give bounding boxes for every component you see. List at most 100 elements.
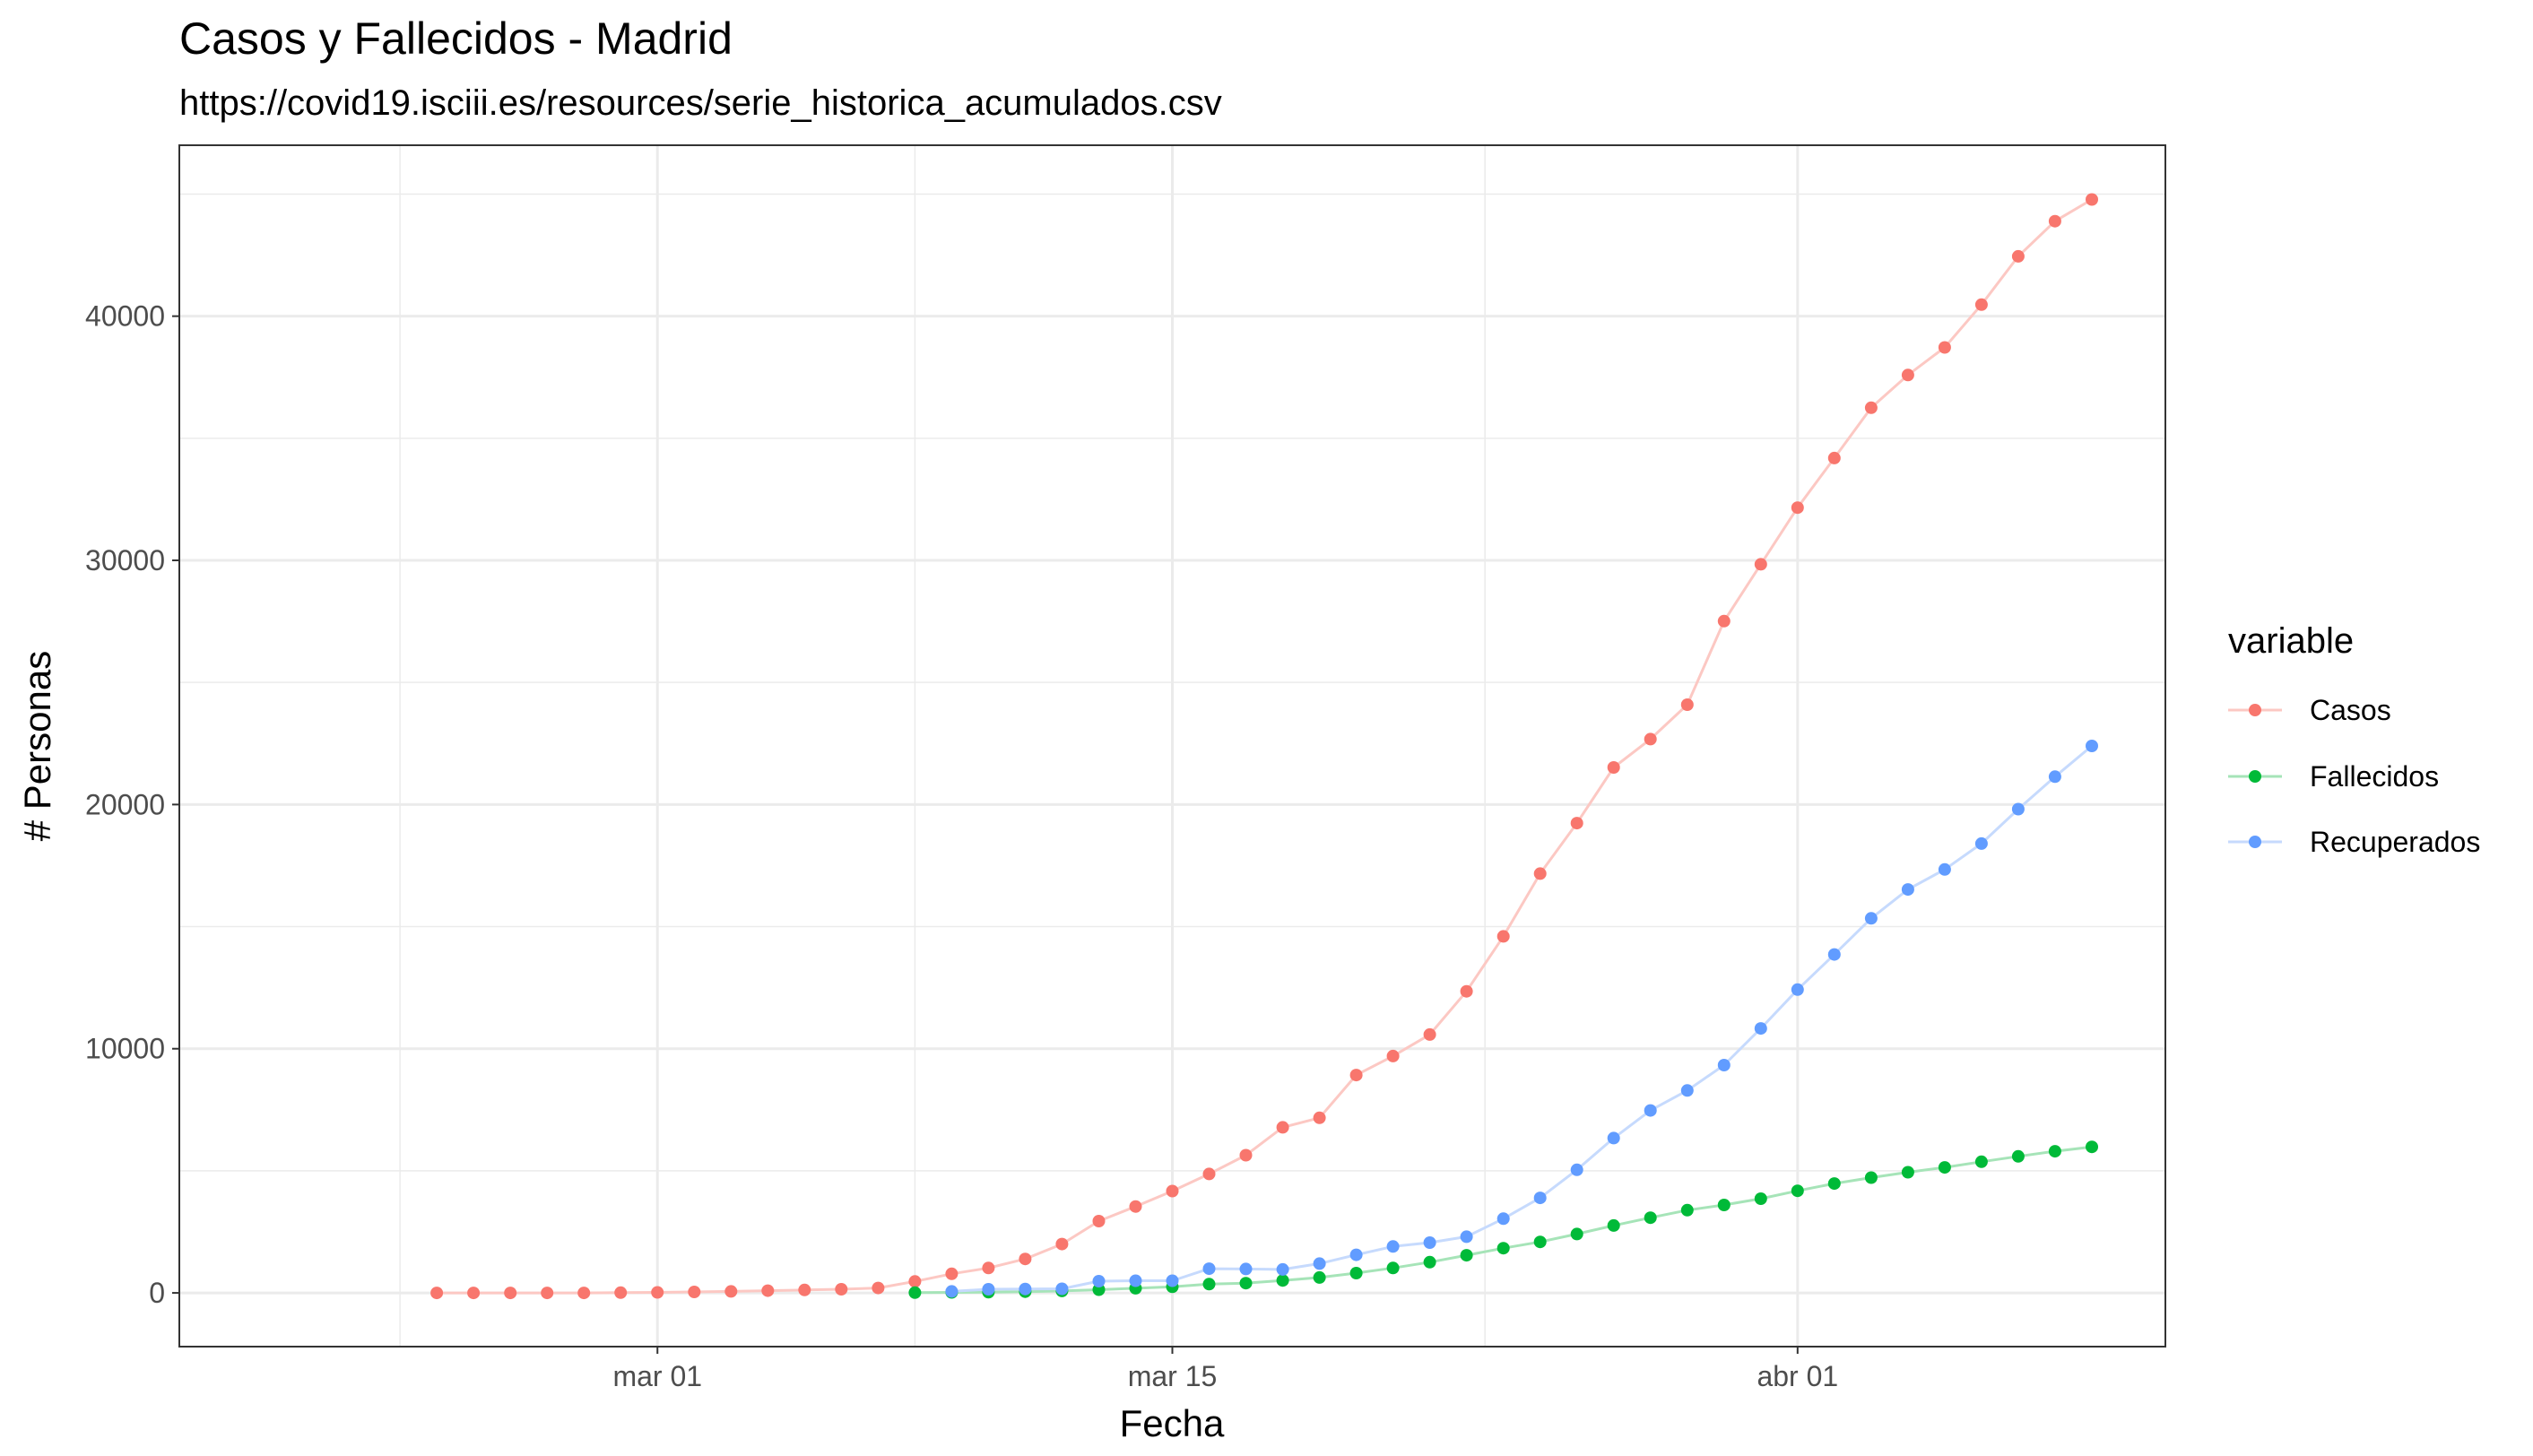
point-fallecidos [908, 1286, 922, 1299]
point-casos [1313, 1111, 1326, 1124]
legend-label-recuperados: Recuperados [2310, 826, 2480, 858]
point-fallecidos [1938, 1161, 1951, 1174]
point-recuperados [1570, 1163, 1583, 1176]
point-casos [908, 1275, 922, 1288]
point-fallecidos [1754, 1192, 1767, 1205]
point-recuperados [1276, 1262, 1289, 1276]
legend-key-point-casos [2249, 704, 2261, 716]
point-recuperados [945, 1285, 959, 1298]
point-recuperados [982, 1283, 995, 1296]
plot-panel [178, 144, 2166, 1348]
point-recuperados [2086, 740, 2098, 752]
point-casos [1166, 1184, 1179, 1198]
point-casos [1276, 1121, 1289, 1134]
point-recuperados [1166, 1274, 1179, 1287]
point-casos [614, 1286, 628, 1299]
y-tick-label: 10000 [85, 1033, 165, 1065]
point-casos [577, 1287, 591, 1300]
point-fallecidos [1717, 1199, 1731, 1211]
point-casos [982, 1261, 995, 1275]
point-fallecidos [1607, 1218, 1620, 1232]
point-recuperados [1717, 1059, 1731, 1071]
y-tick-label: 20000 [85, 788, 165, 820]
point-recuperados [1129, 1274, 1142, 1287]
point-casos [1680, 698, 1694, 711]
point-casos [2048, 214, 2061, 228]
point-casos [1386, 1049, 1400, 1062]
x-axis-title: Fecha [1120, 1402, 1225, 1444]
point-recuperados [1754, 1022, 1767, 1036]
point-recuperados [1533, 1192, 1547, 1205]
point-casos [1717, 614, 1731, 628]
point-recuperados [1607, 1131, 1620, 1145]
point-casos [1570, 817, 1583, 830]
point-recuperados [1202, 1262, 1216, 1276]
point-casos [1129, 1200, 1142, 1213]
point-fallecidos [2048, 1145, 2061, 1158]
point-casos [688, 1286, 701, 1298]
point-fallecidos [2086, 1140, 2098, 1154]
y-tick-label: 30000 [85, 544, 165, 576]
legend: variable Casos Fallecidos Recuperados [2228, 621, 2480, 858]
point-fallecidos [1644, 1211, 1657, 1225]
point-casos [430, 1287, 444, 1300]
point-casos [1864, 401, 1878, 414]
point-recuperados [2011, 802, 2025, 816]
point-recuperados [1496, 1212, 1510, 1226]
x-tick-label: mar 01 [612, 1360, 702, 1392]
point-recuperados [1974, 836, 1988, 850]
legend-title: variable [2228, 621, 2354, 661]
point-fallecidos [1864, 1171, 1878, 1184]
point-recuperados [1791, 983, 1804, 996]
point-casos [1901, 368, 1914, 382]
point-recuperados [1901, 883, 1914, 897]
y-axis-title: # Personas [16, 651, 58, 841]
point-fallecidos [1423, 1255, 1436, 1269]
point-casos [1423, 1027, 1436, 1041]
x-tick-label: abr 01 [1757, 1360, 1838, 1392]
point-casos [1460, 984, 1473, 998]
point-casos [1754, 558, 1767, 571]
point-fallecidos [1202, 1278, 1216, 1291]
point-casos [872, 1281, 885, 1295]
point-recuperados [1349, 1248, 1363, 1261]
point-fallecidos [1791, 1184, 1804, 1198]
y-axis: 0 10000 20000 30000 40000 [85, 300, 179, 1309]
point-casos [2086, 193, 2098, 206]
point-fallecidos [1496, 1242, 1510, 1255]
point-casos [2011, 249, 2025, 263]
point-fallecidos [1386, 1261, 1400, 1275]
point-fallecidos [1313, 1270, 1326, 1284]
point-fallecidos [1974, 1155, 1988, 1168]
point-recuperados [1827, 948, 1841, 961]
point-recuperados [1644, 1104, 1657, 1117]
point-recuperados [1938, 862, 1951, 876]
point-casos [1202, 1167, 1216, 1181]
point-casos [1791, 501, 1804, 515]
point-fallecidos [1680, 1203, 1694, 1217]
point-casos [835, 1283, 848, 1296]
point-casos [1019, 1252, 1032, 1266]
point-fallecidos [1901, 1166, 1914, 1179]
x-axis: mar 01 mar 15 abr 01 [612, 1347, 1838, 1392]
point-fallecidos [1239, 1277, 1253, 1290]
point-fallecidos [1533, 1235, 1547, 1249]
point-casos [1496, 930, 1510, 943]
series-points [430, 193, 2098, 1300]
series-line-casos [437, 198, 2093, 1295]
point-recuperados [1386, 1240, 1400, 1253]
point-casos [798, 1283, 811, 1296]
point-recuperados [2048, 770, 2061, 784]
legend-key-point-recuperados [2249, 836, 2261, 848]
y-tick-label: 40000 [85, 300, 165, 333]
point-casos [1974, 298, 1988, 311]
point-recuperados [1055, 1282, 1069, 1296]
point-casos [1644, 732, 1657, 746]
point-fallecidos [1460, 1249, 1473, 1262]
point-casos [1607, 761, 1620, 774]
point-recuperados [1460, 1230, 1473, 1244]
point-casos [467, 1287, 481, 1300]
point-casos [1055, 1237, 1069, 1251]
point-fallecidos [1570, 1227, 1583, 1241]
